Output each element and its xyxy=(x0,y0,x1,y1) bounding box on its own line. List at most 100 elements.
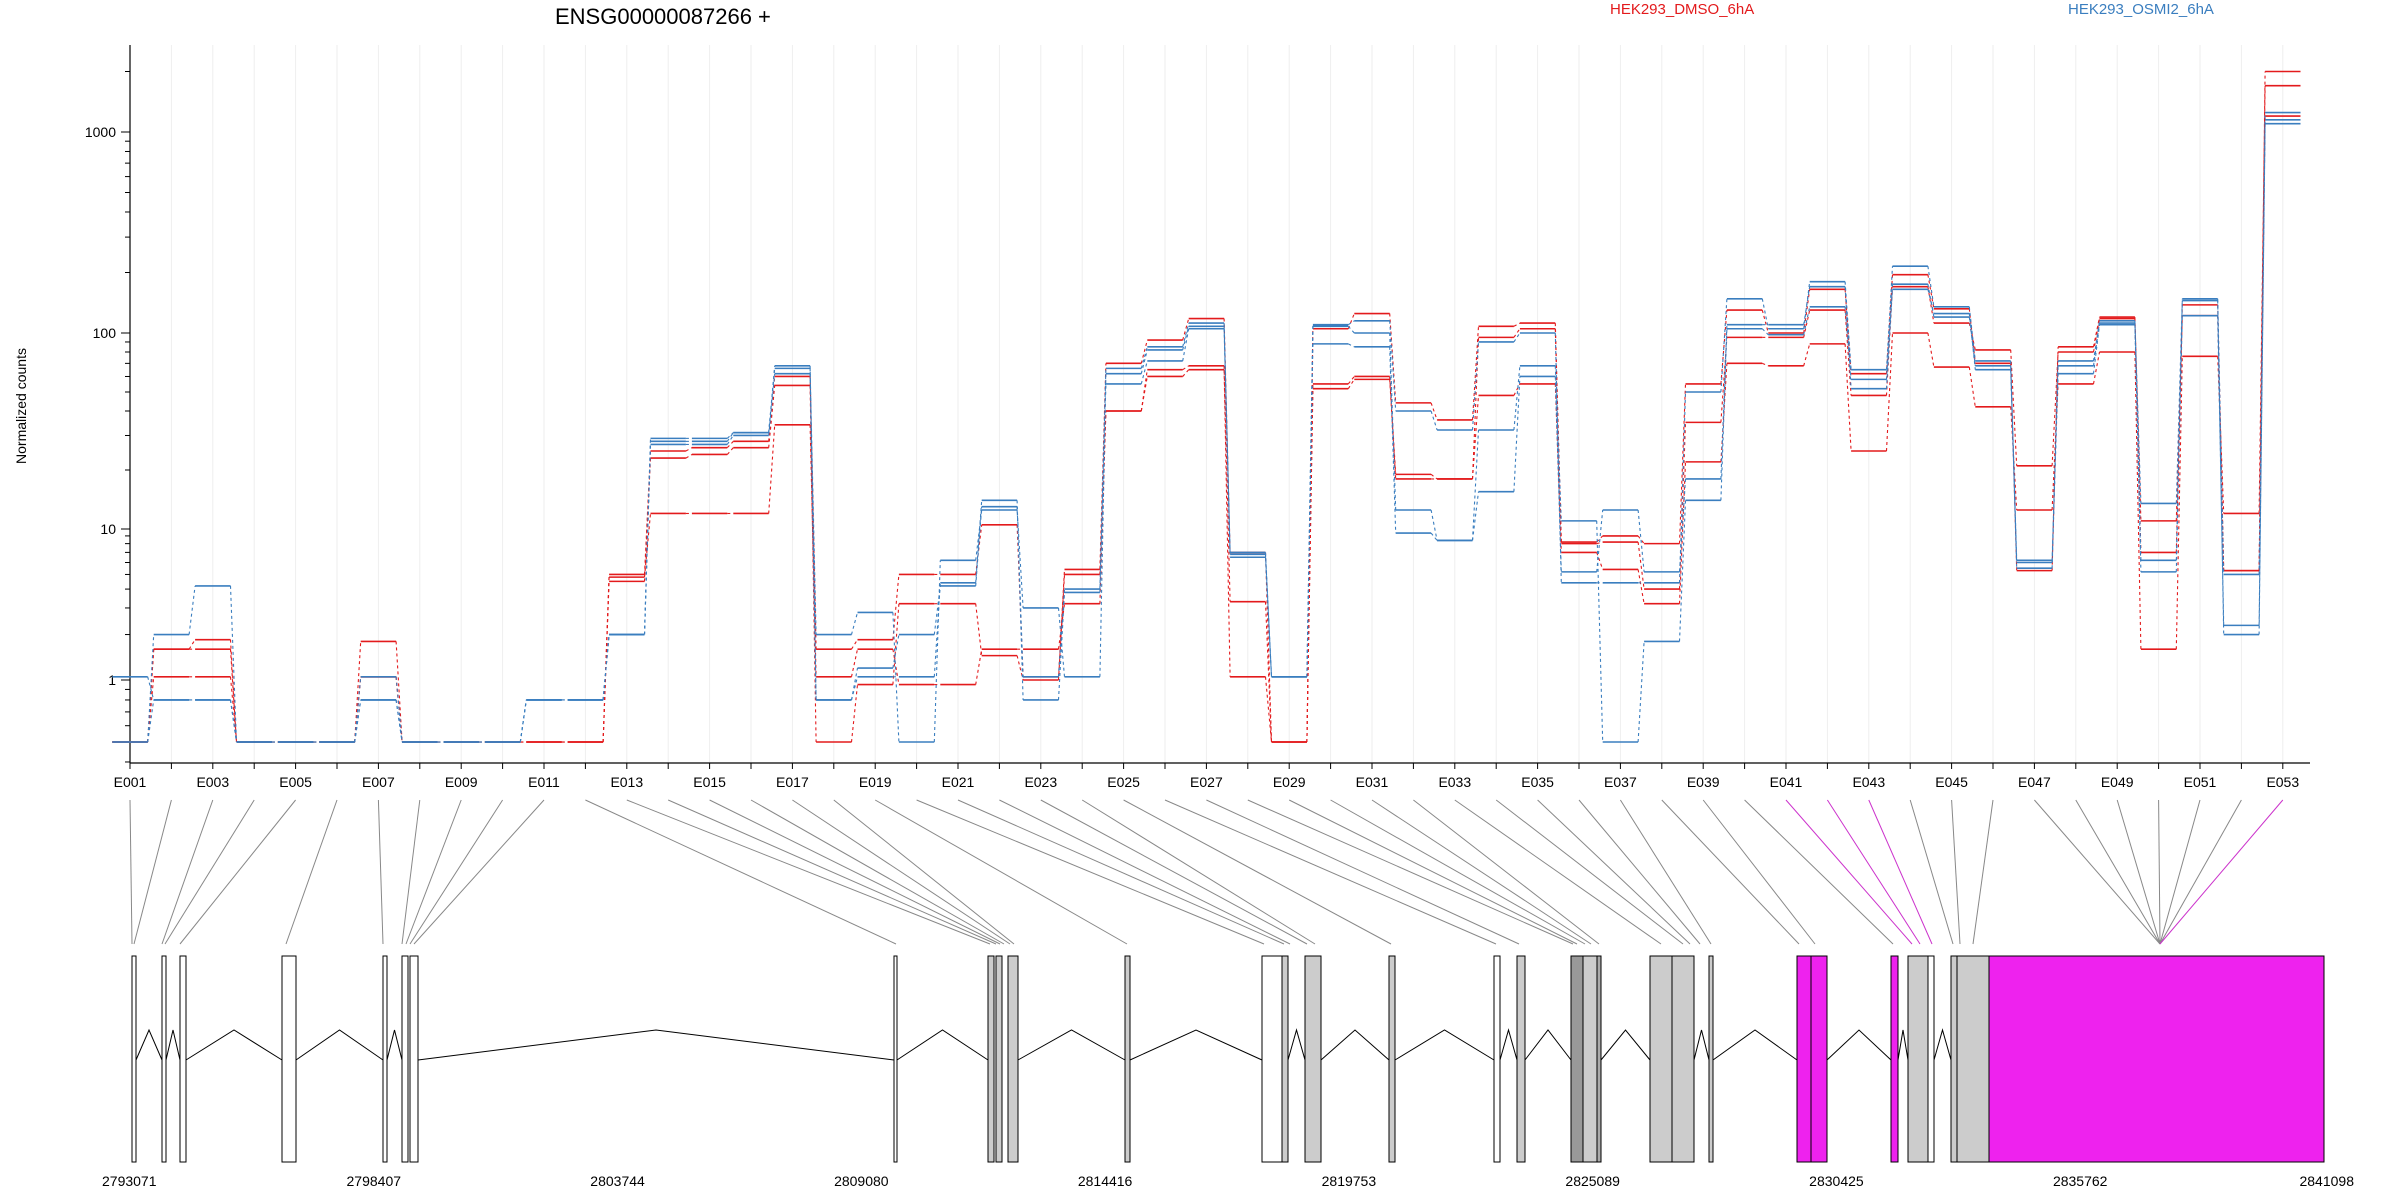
exon-connector xyxy=(750,799,1005,945)
exon-connector xyxy=(1495,799,1684,945)
intron-line xyxy=(386,1029,403,1061)
exon-connector xyxy=(1206,799,1520,945)
exon-connector xyxy=(2075,799,2161,945)
series-connector xyxy=(602,634,610,701)
exon-connector xyxy=(133,799,172,945)
series-connector xyxy=(229,699,238,743)
x-tick-label: E039 xyxy=(1687,774,1720,790)
series-connector xyxy=(1844,286,1852,389)
series-lines xyxy=(112,70,2301,743)
series-connector xyxy=(1182,322,1190,347)
exon-connector xyxy=(1537,799,1691,945)
exon-box xyxy=(1671,955,1695,1163)
series-connector xyxy=(2217,298,2225,575)
coordinate-label: 2814416 xyxy=(1078,1173,1133,1189)
intron-line xyxy=(1394,1029,1495,1061)
exon-box xyxy=(1304,955,1322,1163)
intron-line xyxy=(1897,1029,1909,1061)
series-connector xyxy=(809,424,817,677)
series-connector xyxy=(851,639,858,650)
series-connector xyxy=(2175,298,2183,504)
series-connector xyxy=(1596,509,1604,572)
series-connector xyxy=(1637,535,1645,544)
exon-connector xyxy=(1040,799,1308,945)
series-connector xyxy=(1513,383,1521,396)
exon-connector xyxy=(1661,799,1800,945)
intron-line xyxy=(1320,1029,1390,1061)
series-connector xyxy=(1678,391,1687,583)
exon-connector xyxy=(1972,799,1994,945)
series-connector xyxy=(809,368,817,635)
series-connector xyxy=(2092,323,2101,366)
exon-connector xyxy=(792,799,1011,945)
series-connector xyxy=(395,641,403,743)
y-tick-label: 10 xyxy=(100,521,116,537)
series-connector xyxy=(2092,324,2101,374)
series-connector xyxy=(2092,351,2101,384)
exon-connector xyxy=(1123,799,1392,945)
exon-box xyxy=(1582,955,1598,1163)
genomic-coordinate-axis: 2793071 2798407 2803744 2809080 2814416 28197… xyxy=(102,1173,2354,1189)
series-connector xyxy=(1099,368,1107,590)
x-tick-label: E005 xyxy=(279,774,312,790)
series-connector xyxy=(147,676,155,743)
gene-model xyxy=(131,955,2325,1163)
series-connector xyxy=(188,639,196,650)
intron-line xyxy=(417,1029,895,1061)
series-connector xyxy=(1430,509,1438,541)
series-connector xyxy=(229,585,238,743)
exon-connector xyxy=(1413,799,1600,945)
intron-line xyxy=(1287,1028,1306,1061)
exon-box xyxy=(382,955,388,1163)
series-connector xyxy=(933,582,941,677)
series-connector xyxy=(147,676,155,701)
coordinate-label: 2819753 xyxy=(1322,1173,1377,1189)
x-tick-label: E007 xyxy=(362,774,395,790)
series-connector xyxy=(354,699,362,743)
exon-connector xyxy=(2158,799,2161,945)
series-connector xyxy=(892,603,900,685)
exon-box xyxy=(179,955,187,1163)
series-connector xyxy=(1554,376,1562,572)
coordinate-label: 2835762 xyxy=(2053,1173,2108,1189)
series-connector xyxy=(395,699,403,743)
series-connector xyxy=(1844,281,1852,370)
coordinate-label: 2798407 xyxy=(347,1173,402,1189)
series-connector xyxy=(147,634,155,743)
series-connector xyxy=(2092,320,2101,362)
series-connector xyxy=(809,365,817,700)
exon-connector xyxy=(1619,799,1712,945)
x-tick-label: E023 xyxy=(1024,774,1057,790)
exon-box xyxy=(1810,955,1828,1163)
series-connector xyxy=(1885,332,1894,452)
series-connector xyxy=(1885,274,1894,374)
exon-connector xyxy=(2159,799,2242,945)
series-connector xyxy=(1554,365,1562,521)
series-connector xyxy=(933,560,941,743)
exon-box xyxy=(995,955,1003,1163)
x-tick-label: E045 xyxy=(1935,774,1968,790)
exon-connector xyxy=(377,799,384,945)
x-tick-label: E047 xyxy=(2018,774,2051,790)
series-connector xyxy=(1057,603,1066,650)
y-axis: 1 10 100 1000 xyxy=(85,45,131,763)
exon-connector xyxy=(916,799,1265,945)
exon-connector xyxy=(1164,799,1497,945)
series-connector xyxy=(1430,402,1438,421)
series-connector xyxy=(1761,328,1769,336)
intron-line xyxy=(1524,1029,1572,1061)
series-connector xyxy=(1348,343,1355,348)
series-connector xyxy=(188,585,196,635)
series-connector xyxy=(1927,266,1935,307)
exon-box xyxy=(1516,955,1526,1163)
exon-connector xyxy=(179,799,296,945)
series-connector xyxy=(892,574,900,640)
intron-line xyxy=(185,1029,283,1061)
x-tick-label: E041 xyxy=(1770,774,1803,790)
series-connector xyxy=(1264,676,1273,743)
exon-connector xyxy=(413,799,545,945)
legend-label-osmi2: HEK293_OSMI2_6hA xyxy=(2068,1,2214,18)
exon-connector xyxy=(129,799,133,945)
series-connector xyxy=(1678,383,1687,544)
series-connector xyxy=(1637,541,1645,590)
